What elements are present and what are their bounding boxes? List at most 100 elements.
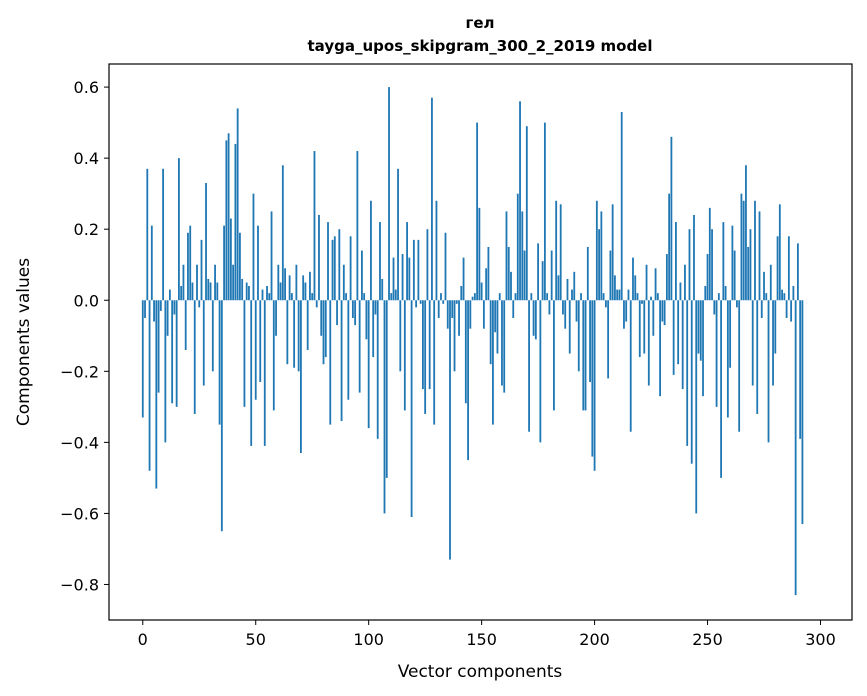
bar (277, 264, 280, 301)
bar (675, 222, 677, 301)
chart-subtitle: tayga_upos_skipgram_300_2_2019 model (308, 37, 653, 55)
bar (521, 211, 524, 301)
bar (467, 300, 469, 461)
bar (494, 300, 497, 333)
bar (690, 300, 693, 464)
bar (406, 222, 408, 301)
bar (239, 232, 241, 301)
bar (749, 229, 752, 301)
bar (801, 300, 804, 525)
bar (670, 136, 673, 301)
x-tick-label: 150 (466, 630, 497, 649)
bar (799, 300, 802, 439)
y-tick-label: 0.0 (74, 291, 99, 310)
bar (157, 300, 160, 393)
bar (361, 250, 363, 301)
bar (214, 264, 216, 301)
bar (713, 300, 716, 315)
bar (216, 282, 219, 301)
bar (602, 293, 605, 301)
bar (252, 193, 255, 301)
y-axis-ticks: −0.8 −0.6 −0.4 −0.2 0.0 0.2 0.4 0.6 (60, 78, 109, 594)
bar (656, 293, 659, 301)
bar (654, 268, 657, 301)
bar (763, 271, 765, 301)
bar (781, 289, 783, 301)
bar (769, 264, 772, 301)
bar (756, 300, 759, 414)
bar (498, 293, 501, 301)
bar (616, 289, 619, 301)
bar (573, 271, 576, 301)
bar (575, 300, 578, 322)
bar (399, 300, 402, 372)
bar (636, 293, 639, 301)
bar (453, 300, 456, 372)
bar (548, 300, 551, 315)
bar (209, 282, 212, 301)
bar (220, 300, 223, 532)
bar (356, 151, 359, 301)
bar (202, 300, 205, 386)
bar (736, 300, 738, 308)
bar (363, 293, 366, 301)
bar (419, 300, 422, 304)
bar (534, 300, 537, 340)
bar (342, 264, 345, 301)
bar (218, 300, 221, 425)
y-tick-label: −0.4 (60, 433, 99, 452)
bar (537, 243, 540, 301)
bar (778, 204, 781, 301)
bar (677, 300, 680, 365)
bar (787, 236, 790, 301)
bar (760, 300, 763, 319)
bar (424, 300, 427, 414)
bar (695, 300, 698, 514)
bar (295, 264, 298, 301)
bar (512, 300, 515, 319)
bar (785, 300, 788, 319)
bar (141, 300, 144, 418)
bar (638, 300, 641, 358)
bar (720, 300, 722, 478)
bar (403, 300, 406, 411)
bar (519, 101, 521, 301)
bar (783, 293, 786, 301)
bar (532, 300, 535, 336)
bar (367, 300, 370, 429)
bar (358, 300, 361, 393)
bar (257, 225, 259, 301)
bar (315, 300, 318, 308)
bar (234, 143, 237, 301)
bar (449, 300, 451, 560)
bar (451, 300, 454, 319)
x-axis-ticks: 0 50 100 150 200 250 300 (138, 620, 836, 649)
bar (604, 300, 607, 308)
bar (182, 264, 185, 301)
bar (268, 293, 271, 301)
bar (394, 289, 397, 301)
bar (150, 225, 153, 301)
bar (370, 200, 372, 301)
bar (598, 229, 601, 301)
bar (193, 300, 196, 414)
bar (765, 293, 768, 301)
chart-title: гел (466, 14, 495, 32)
x-tick-label: 300 (805, 630, 836, 649)
bar (162, 168, 165, 301)
bar (248, 286, 250, 301)
bar (697, 300, 700, 354)
bar (232, 264, 235, 301)
y-tick-label: −0.6 (60, 504, 99, 523)
bar (742, 200, 745, 301)
bar (715, 300, 718, 407)
bar (738, 300, 741, 432)
bar (776, 236, 779, 301)
bar (259, 300, 262, 382)
bar (589, 300, 591, 382)
bar (543, 122, 546, 301)
x-tick-label: 100 (353, 630, 384, 649)
bar (546, 293, 549, 301)
bar (385, 300, 388, 478)
bar (340, 300, 343, 422)
